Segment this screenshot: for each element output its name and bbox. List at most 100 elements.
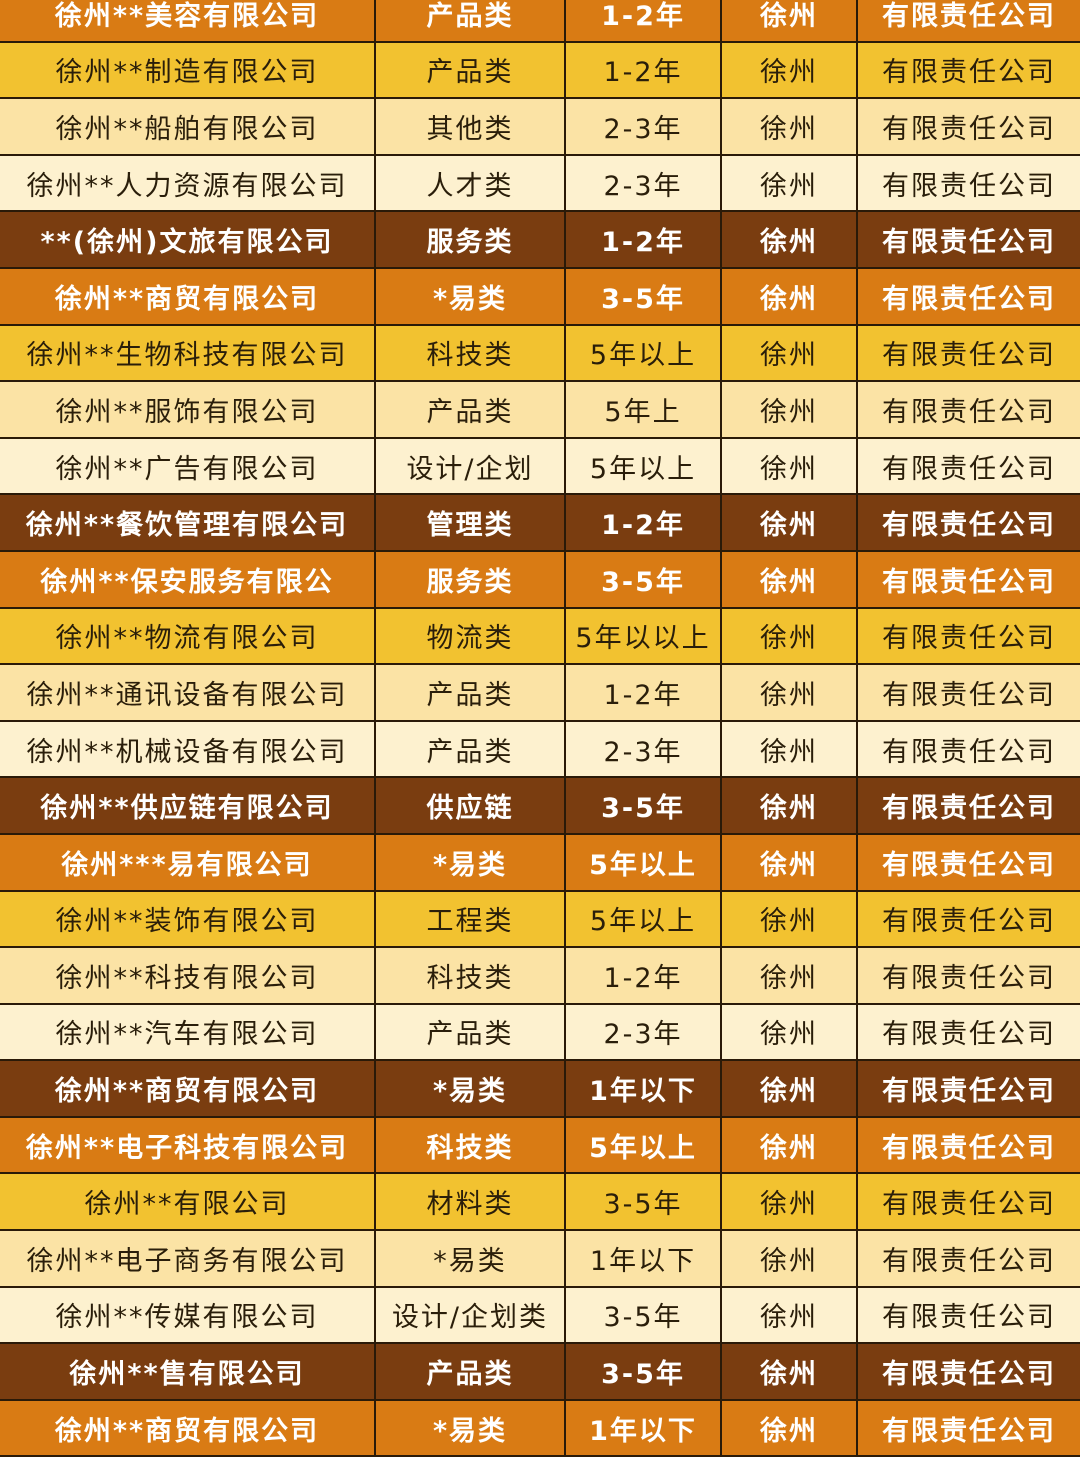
company-type-cell: 有限责任公司 — [882, 227, 1056, 259]
table-row: 徐州**汽车有限公司 产品类 2-3年 徐州 有限责任公司 — [0, 1004, 1080, 1062]
category-cell: 供应链 — [376, 778, 566, 833]
table-row: 徐州**美容有限公司 产品类 1-2年 徐州 有限责任公司 — [0, 0, 1080, 43]
years-cell: 1-2年 — [566, 42, 722, 98]
years-cell: 5年以上 — [566, 438, 722, 494]
years-cell: 5年上 — [566, 382, 722, 437]
table-row: 徐州**制造有限公司 产品类 1-2年 徐州 有限责任公司 — [0, 42, 1080, 100]
years-cell: 2-3年 — [566, 1004, 722, 1060]
city-cell: 徐州 — [722, 382, 858, 437]
company-name-cell: 徐州**汽车有限公司 — [0, 1004, 376, 1060]
years-cell: 2-3年 — [566, 721, 722, 777]
table-row: 徐州***易有限公司 *易类 5年以上 徐州 有限责任公司 — [0, 834, 1080, 892]
city-cell: 徐州 — [722, 891, 858, 947]
years-cell: 5年以以上 — [566, 608, 722, 664]
company-name-cell: 徐州**广告有限公司 — [0, 438, 376, 494]
category-cell: 产品类 — [376, 1344, 566, 1399]
years-cell: 1-2年 — [566, 495, 722, 550]
category-cell: 物流类 — [376, 608, 566, 664]
city-cell: 徐州 — [722, 665, 858, 720]
years-cell: 3-5年 — [566, 778, 722, 833]
years-cell: 1-2年 — [566, 0, 722, 41]
company-name-cell: 徐州**商贸有限公司 — [0, 268, 376, 324]
category-cell: 工程类 — [376, 891, 566, 947]
category-cell: *易类 — [376, 1400, 566, 1456]
company-type-cell: 有限责任公司 — [882, 0, 1056, 32]
company-name-cell: 徐州**物流有限公司 — [0, 608, 376, 664]
years-cell: 5年以上 — [566, 834, 722, 890]
city-cell: 徐州 — [722, 721, 858, 777]
category-cell: 科技类 — [376, 325, 566, 381]
company-name-cell: 徐州**传媒有限公司 — [0, 1287, 376, 1343]
table-row: 徐州**广告有限公司 设计/企划 5年以上 徐州 有限责任公司 — [0, 438, 1080, 496]
category-cell: *易类 — [376, 834, 566, 890]
company-type-cell: 有限责任公司 — [882, 1415, 1056, 1447]
table-row: 徐州**物流有限公司 物流类 5年以以上 徐州 有限责任公司 — [0, 608, 1080, 666]
company-type-cell: 有限责任公司 — [882, 1019, 1056, 1051]
category-cell: 产品类 — [376, 665, 566, 720]
company-type-cell: 有限责任公司 — [882, 1302, 1056, 1334]
table-row: 徐州**船舶有限公司 其他类 2-3年 徐州 有限责任公司 — [0, 99, 1080, 156]
company-name-cell: 徐州***易有限公司 — [0, 834, 376, 890]
company-name-cell: 徐州**商贸有限公司 — [0, 1400, 376, 1456]
table-row: 徐州**商贸有限公司 *易类 1年以下 徐州 有限责任公司 — [0, 1061, 1080, 1118]
table-row: 徐州**电子商务有限公司 *易类 1年以下 徐州 有限责任公司 — [0, 1231, 1080, 1288]
city-cell: 徐州 — [722, 948, 858, 1003]
company-type-cell: 有限责任公司 — [882, 906, 1056, 938]
company-type-cell: 有限责任公司 — [882, 283, 1056, 315]
company-name-cell: **(徐州)文旅有限公司 — [0, 212, 376, 267]
company-type-cell: 有限责任公司 — [882, 566, 1056, 598]
table-row: 徐州**商贸有限公司 *易类 3-5年 徐州 有限责任公司 — [0, 268, 1080, 326]
city-cell: 徐州 — [722, 325, 858, 381]
category-cell: 科技类 — [376, 1117, 566, 1173]
city-cell: 徐州 — [722, 438, 858, 494]
company-type-cell: 有限责任公司 — [882, 1132, 1056, 1164]
years-cell: 3-5年 — [566, 1344, 722, 1399]
company-type-cell: 有限责任公司 — [882, 113, 1056, 145]
years-cell: 3-5年 — [566, 268, 722, 324]
company-name-cell: 徐州**电子商务有限公司 — [0, 1231, 376, 1286]
company-type-cell: 有限责任公司 — [882, 736, 1056, 768]
category-cell: 服务类 — [376, 212, 566, 267]
table-row: 徐州**装饰有限公司 工程类 5年以上 徐州 有限责任公司 — [0, 891, 1080, 949]
city-cell: 徐州 — [722, 268, 858, 324]
company-name-cell: 徐州**通讯设备有限公司 — [0, 665, 376, 720]
city-cell: 徐州 — [722, 551, 858, 607]
company-name-cell: 徐州**制造有限公司 — [0, 42, 376, 98]
city-cell: 徐州 — [722, 608, 858, 664]
category-cell: *易类 — [376, 268, 566, 324]
company-type-cell: 有限责任公司 — [882, 849, 1056, 881]
category-cell: 设计/企划类 — [376, 1287, 566, 1343]
company-name-cell: 徐州**供应链有限公司 — [0, 778, 376, 833]
company-name-cell: 徐州**科技有限公司 — [0, 948, 376, 1003]
company-name-cell: 徐州**船舶有限公司 — [0, 99, 376, 154]
category-cell: 材料类 — [376, 1174, 566, 1230]
city-cell: 徐州 — [722, 212, 858, 267]
years-cell: 1-2年 — [566, 212, 722, 267]
table-row: **(徐州)文旅有限公司 服务类 1-2年 徐州 有限责任公司 — [0, 212, 1080, 269]
city-cell: 徐州 — [722, 0, 858, 41]
company-type-cell: 有限责任公司 — [882, 57, 1056, 89]
category-cell: *易类 — [376, 1231, 566, 1286]
category-cell: 其他类 — [376, 99, 566, 154]
city-cell: 徐州 — [722, 99, 858, 154]
table-row: 徐州**传媒有限公司 设计/企划类 3-5年 徐州 有限责任公司 — [0, 1287, 1080, 1345]
company-name-cell: 徐州**电子科技有限公司 — [0, 1117, 376, 1173]
table-row: 徐州**电子科技有限公司 科技类 5年以上 徐州 有限责任公司 — [0, 1117, 1080, 1175]
company-name-cell: 徐州**保安服务有限公 — [0, 551, 376, 607]
category-cell: 产品类 — [376, 382, 566, 437]
city-cell: 徐州 — [722, 1061, 858, 1116]
category-cell: *易类 — [376, 1061, 566, 1116]
city-cell: 徐州 — [722, 42, 858, 98]
company-name-cell: 徐州**生物科技有限公司 — [0, 325, 376, 381]
years-cell: 1年以下 — [566, 1400, 722, 1456]
table-row: 徐州**商贸有限公司 *易类 1年以下 徐州 有限责任公司 — [0, 1400, 1080, 1457]
city-cell: 徐州 — [722, 1287, 858, 1343]
city-cell: 徐州 — [722, 155, 858, 211]
company-name-cell: 徐州**餐饮管理有限公司 — [0, 495, 376, 550]
category-cell: 产品类 — [376, 721, 566, 777]
table-row: 徐州**生物科技有限公司 科技类 5年以上 徐州 有限责任公司 — [0, 325, 1080, 383]
table-row: 徐州**服饰有限公司 产品类 5年上 徐州 有限责任公司 — [0, 382, 1080, 439]
years-cell: 1-2年 — [566, 665, 722, 720]
category-cell: 管理类 — [376, 495, 566, 550]
